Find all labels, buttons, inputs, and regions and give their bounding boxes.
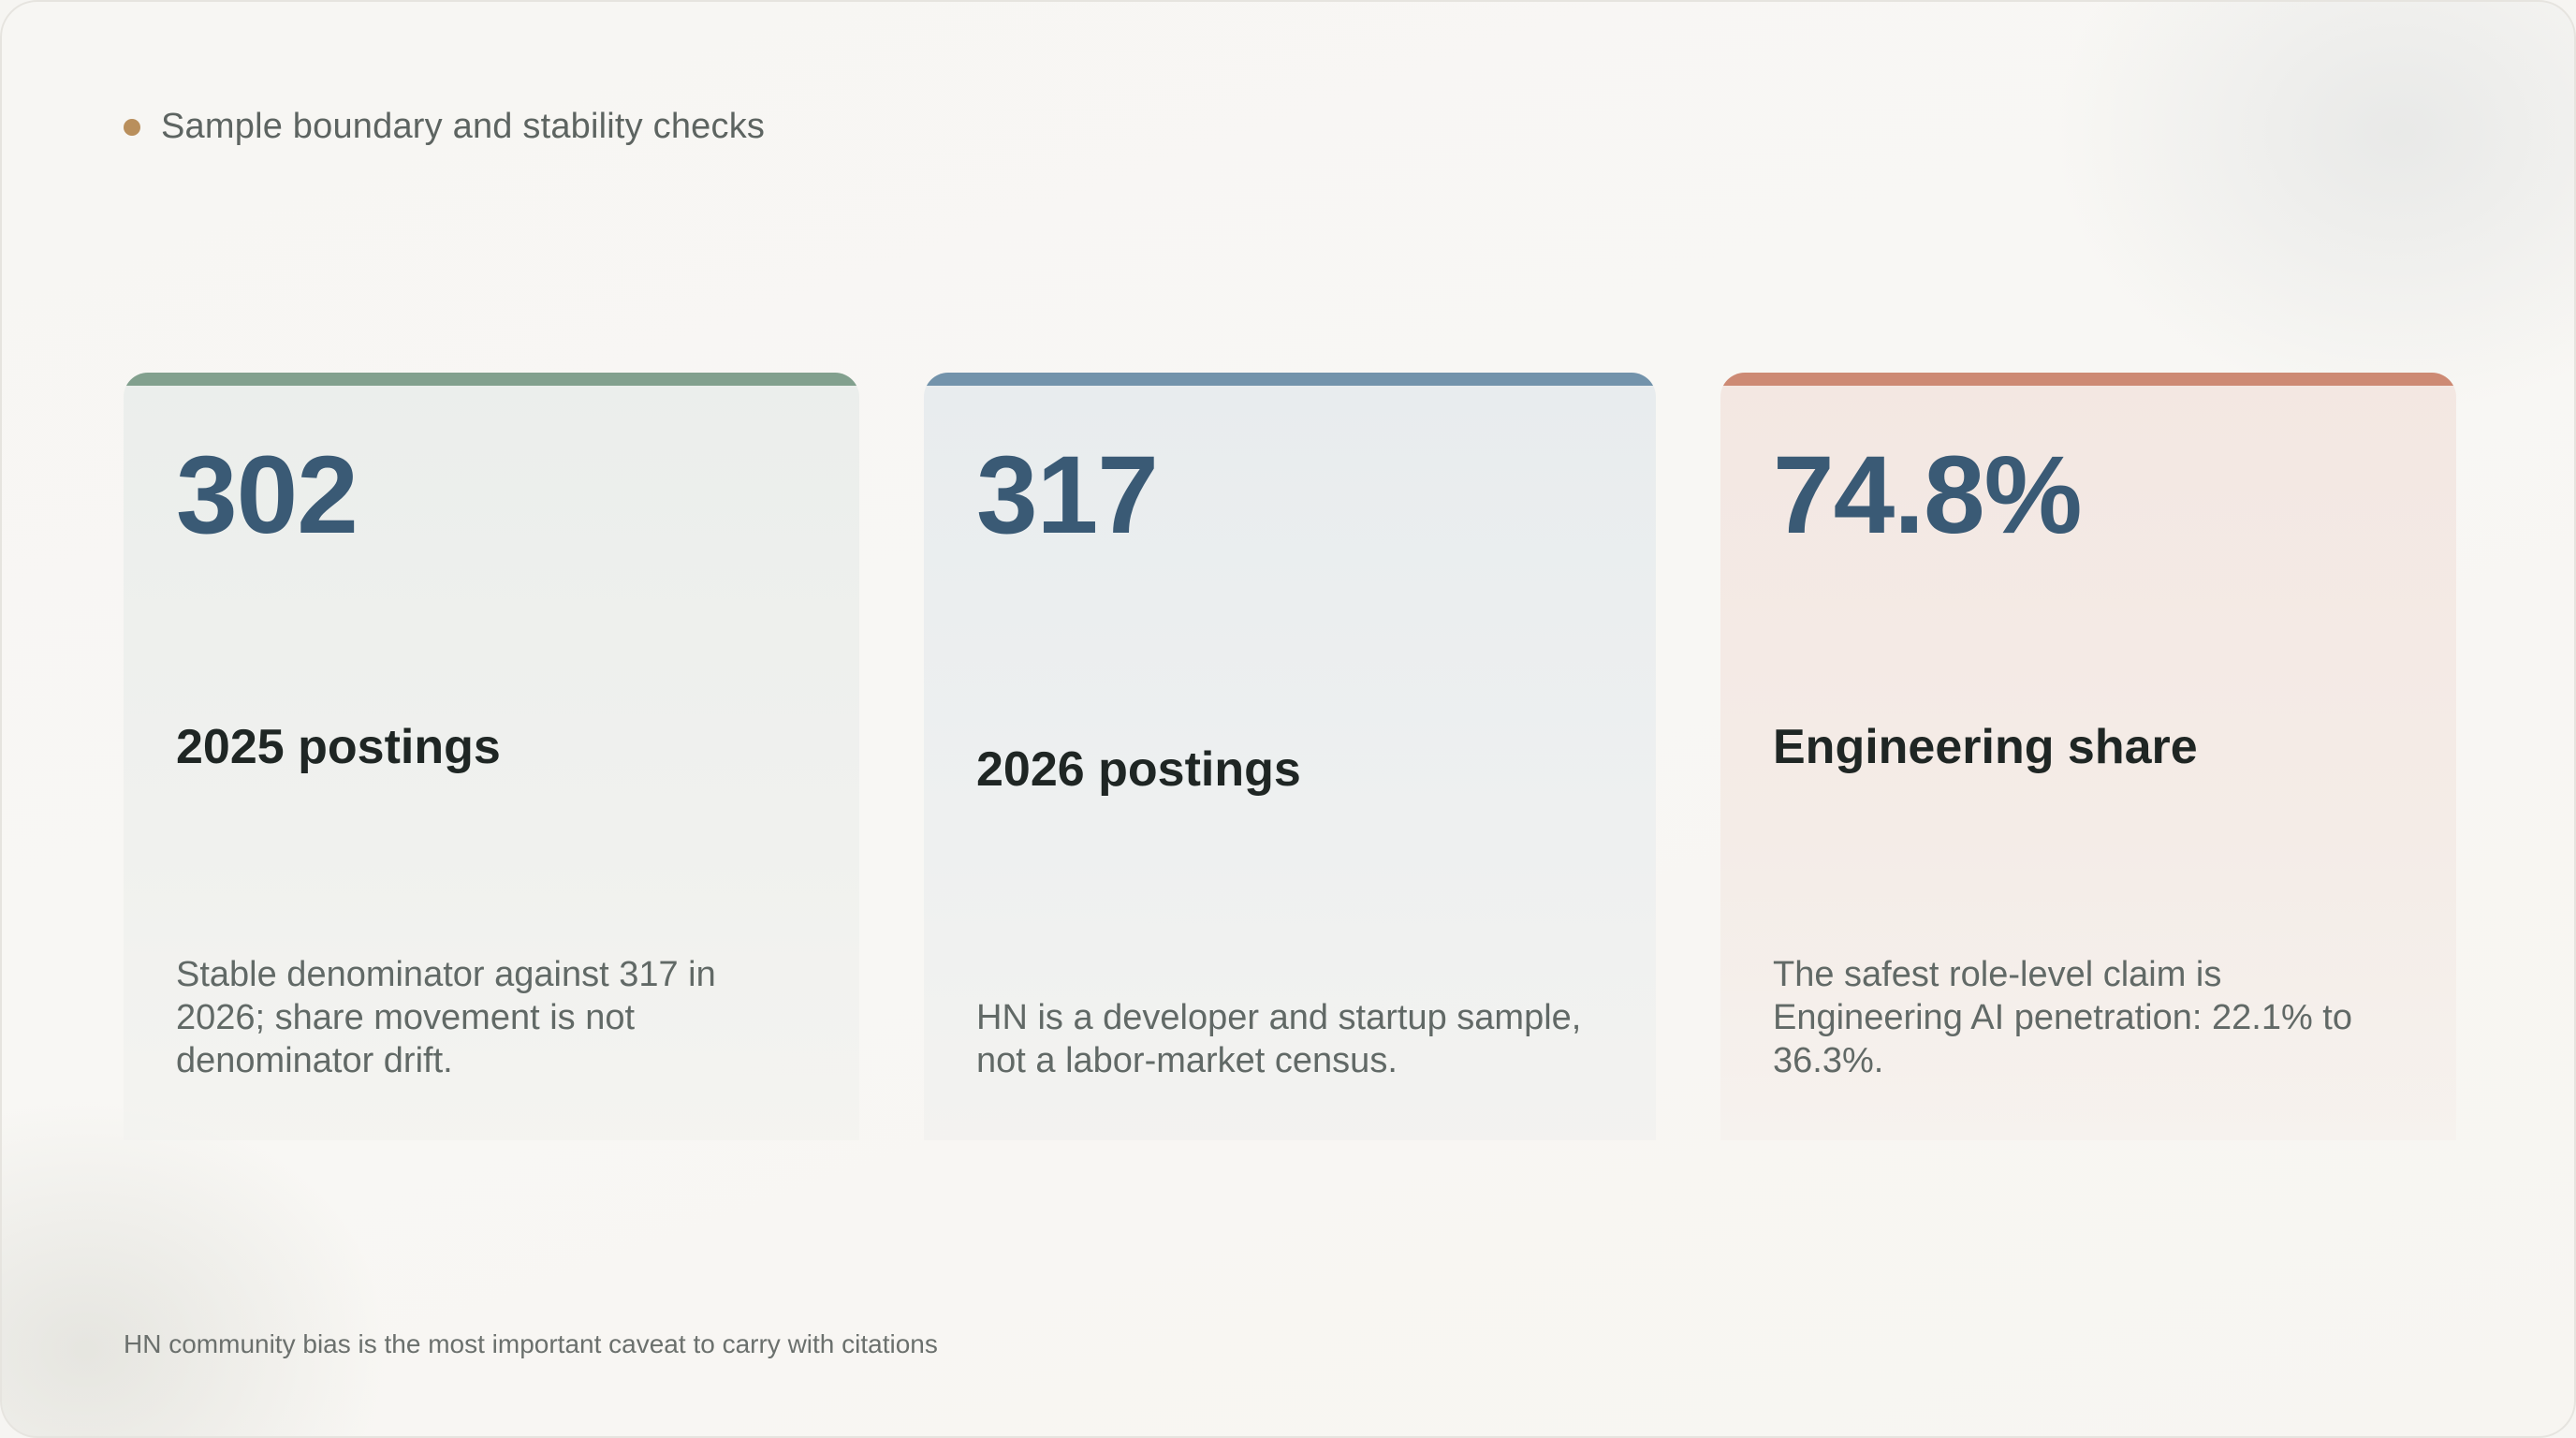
slide-title: Sample boundary and stability checks xyxy=(161,107,766,146)
stat-description: HN is a developer and startup sample, no… xyxy=(976,998,1582,1080)
stat-card-engineering-share: 74.8% Engineering share The safest role-… xyxy=(1720,373,2456,1140)
stat-label: Engineering share xyxy=(1773,720,2198,774)
slide-header: Sample boundary and stability checks xyxy=(124,107,765,147)
bullet-dot-icon xyxy=(124,118,140,136)
footer-note: HN community bias is the most important … xyxy=(124,1329,938,1358)
stat-card-2025-postings: 302 2025 postings Stable denominator aga… xyxy=(124,373,859,1140)
stat-description: The safest role-level claim is Engineeri… xyxy=(1773,955,2353,1080)
stat-label: 2026 postings xyxy=(976,742,1301,797)
stat-value: 302 xyxy=(176,433,359,557)
stat-value: 317 xyxy=(976,433,1159,557)
stat-card-2026-postings: 317 2026 postings HN is a developer and … xyxy=(924,373,1656,1140)
stat-description: Stable denominator against 317 in 2026; … xyxy=(176,955,716,1080)
stat-value: 74.8% xyxy=(1773,433,2083,557)
stat-label: 2025 postings xyxy=(176,720,501,774)
